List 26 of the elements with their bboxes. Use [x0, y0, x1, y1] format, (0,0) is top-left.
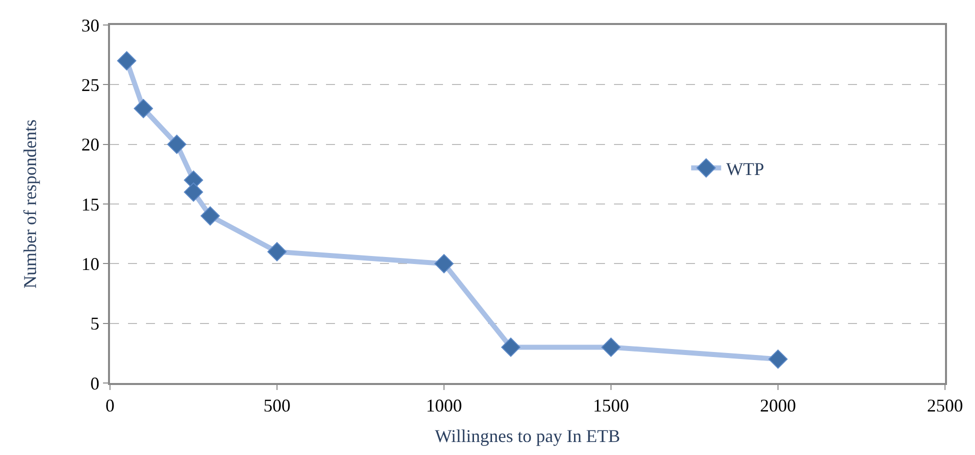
y-tick-label: 20 [81, 134, 100, 155]
y-tick-label: 30 [81, 15, 100, 36]
point [117, 51, 136, 70]
point [134, 98, 153, 118]
y-axis-title: Number of respondents [20, 120, 40, 288]
x-tick-label: 500 [264, 396, 290, 416]
legend-label: WTP [726, 158, 764, 179]
x-tick-label: 1000 [426, 396, 462, 416]
x-tick-label: 1500 [593, 396, 629, 416]
y-tick-label: 5 [90, 314, 100, 334]
y-tick-label: 0 [90, 373, 100, 394]
point [200, 206, 220, 226]
x-axis-title: Willingnes to pay In ETB [434, 426, 620, 446]
point [267, 242, 287, 262]
point [768, 350, 788, 369]
point [501, 338, 520, 357]
point [184, 182, 204, 202]
y-tick-label: 10 [81, 254, 100, 274]
x-tick-label: 0 [106, 396, 114, 416]
point [601, 338, 621, 357]
point [434, 254, 454, 274]
x-tick-label: 2000 [760, 396, 796, 416]
y-tick-label: 25 [81, 74, 100, 95]
point [167, 134, 186, 154]
x-tick-label: 2500 [927, 396, 963, 416]
y-tick-label: 15 [81, 194, 100, 214]
